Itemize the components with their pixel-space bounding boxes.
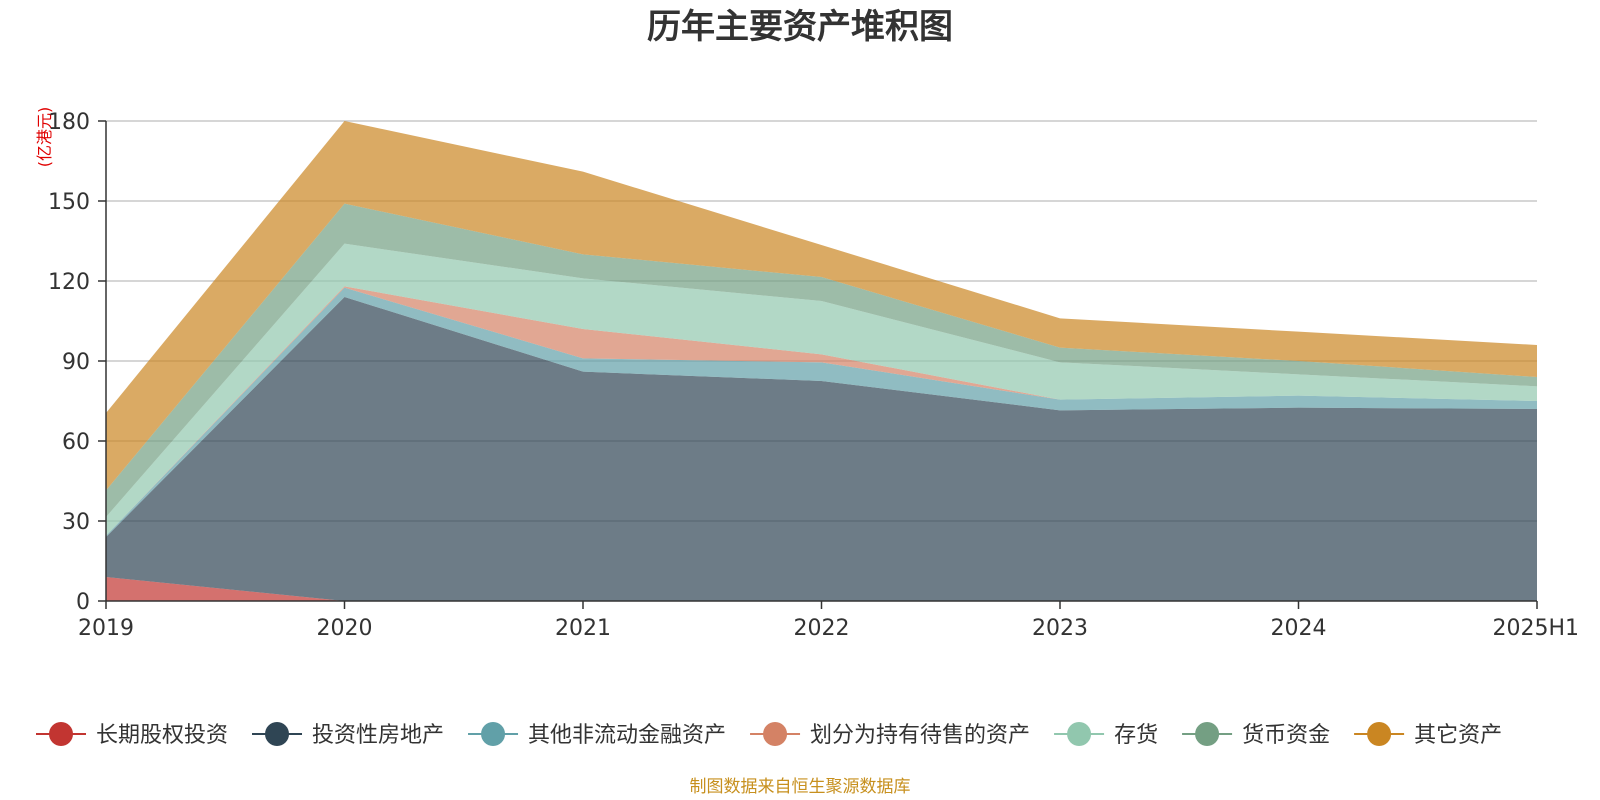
- legend-marker: [1195, 722, 1220, 746]
- legend-marker: [49, 722, 73, 746]
- legend-marker: [481, 722, 506, 746]
- legend-item-6[interactable]: 货币资金: [1182, 722, 1330, 748]
- x-tick-label: 2022: [794, 616, 850, 641]
- y-tick-label: 150: [48, 190, 90, 215]
- y-tick-label: 30: [62, 510, 90, 535]
- legend-item-3[interactable]: 其他非流动金融资产: [468, 722, 726, 748]
- legend[interactable]: 长期股权投资 投资性房地产 其他非流动金融资产 划分为持有待售的资产 存货 货币资金 其它资…: [36, 722, 1502, 748]
- x-tick-label: 2019: [78, 616, 134, 641]
- grid-lines: 0 30 60 90 120 150 180: [48, 110, 1537, 615]
- y-tick-label: 120: [48, 270, 90, 295]
- chart-title: 历年主要资产堆积图: [647, 7, 953, 47]
- area-series-5[interactable]: [106, 243, 1537, 536]
- legend-item-1[interactable]: 长期股权投资: [36, 722, 228, 748]
- y-tick-label: 90: [62, 350, 90, 375]
- y-axis-unit: (亿港元): [35, 107, 54, 168]
- legend-marker: [763, 722, 788, 746]
- area-series-6[interactable]: [106, 203, 1537, 517]
- area-series-7[interactable]: [106, 121, 1537, 491]
- area-series: [106, 121, 1537, 601]
- legend-label: 投资性房地产: [312, 723, 444, 748]
- area-series-2[interactable]: [106, 297, 1537, 601]
- legend-item-2[interactable]: 投资性房地产: [252, 722, 444, 748]
- x-tick-label: 2021: [555, 616, 611, 641]
- legend-marker: [265, 722, 290, 746]
- legend-label: 长期股权投资: [96, 723, 228, 748]
- legend-label: 其它资产: [1414, 723, 1502, 748]
- legend-marker: [1367, 722, 1392, 746]
- x-tick-label: 2023: [1032, 616, 1088, 641]
- y-tick-label: 0: [76, 590, 90, 615]
- legend-item-7[interactable]: 其它资产: [1354, 722, 1502, 748]
- area-series-1[interactable]: [106, 577, 1537, 601]
- legend-item-5[interactable]: 存货: [1054, 722, 1158, 748]
- x-tick-label: 2025H1: [1492, 616, 1579, 641]
- y-tick-label: 180: [48, 110, 90, 135]
- legend-label: 存货: [1114, 723, 1158, 748]
- legend-label: 划分为持有待售的资产: [810, 723, 1030, 748]
- legend-label: 货币资金: [1242, 723, 1330, 748]
- axes: 2019 2020 2021 2022 2023 2024 2025H1: [78, 120, 1579, 641]
- legend-marker: [1067, 722, 1092, 746]
- x-tick-label: 2020: [317, 616, 373, 641]
- legend-label: 其他非流动金融资产: [528, 723, 726, 748]
- data-source-note: 制图数据来自恒生聚源数据库: [690, 777, 911, 797]
- x-tick-label: 2024: [1271, 616, 1327, 641]
- y-tick-label: 60: [62, 430, 90, 455]
- legend-item-4[interactable]: 划分为持有待售的资产: [750, 722, 1030, 748]
